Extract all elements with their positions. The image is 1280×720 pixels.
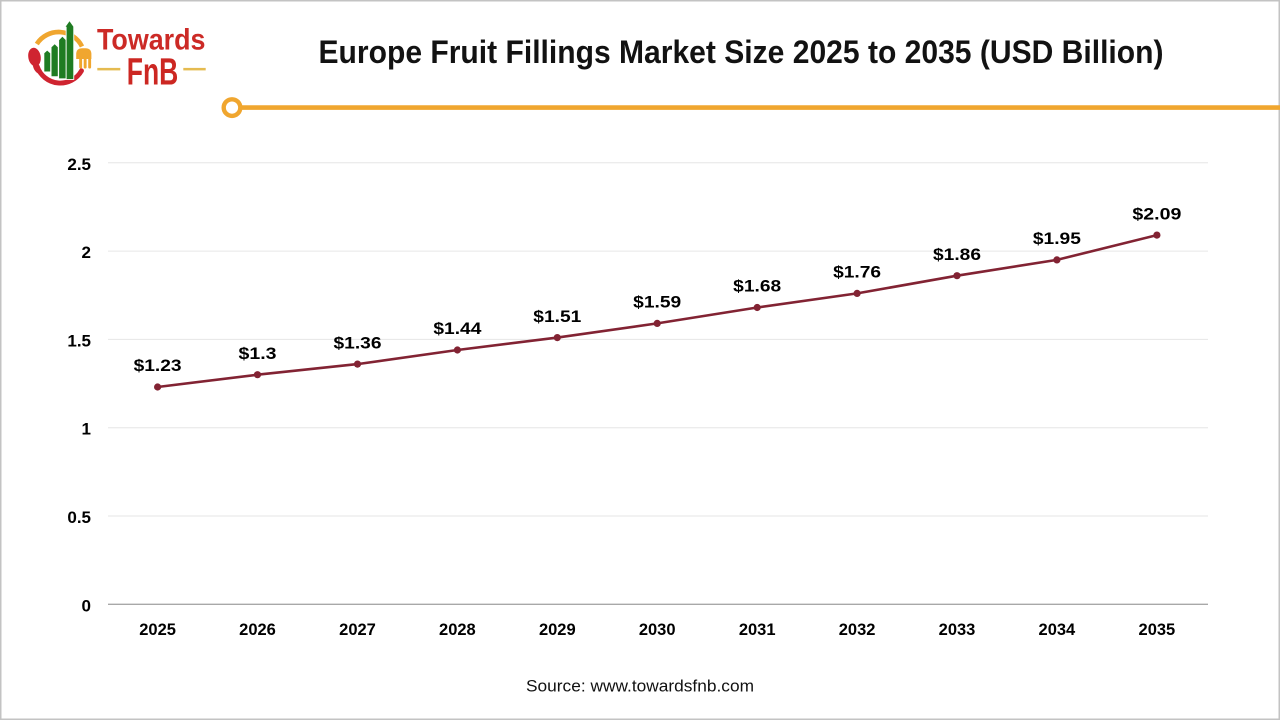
- svg-text:0: 0: [82, 596, 91, 615]
- svg-text:2033: 2033: [939, 621, 976, 639]
- svg-text:2035: 2035: [1139, 621, 1176, 639]
- svg-text:2029: 2029: [539, 621, 576, 639]
- svg-text:$1.23: $1.23: [134, 356, 182, 375]
- svg-text:2032: 2032: [839, 621, 876, 639]
- svg-text:$1.36: $1.36: [334, 333, 382, 352]
- svg-text:1.5: 1.5: [67, 331, 91, 350]
- svg-text:$1.76: $1.76: [833, 263, 881, 282]
- svg-text:2030: 2030: [639, 621, 676, 639]
- svg-text:Europe Fruit Fillings Market S: Europe Fruit Fillings Market Size 2025 t…: [319, 34, 1164, 70]
- svg-text:$1.68: $1.68: [733, 277, 781, 296]
- svg-text:2034: 2034: [1039, 621, 1077, 639]
- svg-text:2031: 2031: [739, 621, 776, 639]
- svg-text:$1.59: $1.59: [633, 293, 681, 312]
- svg-text:$1.51: $1.51: [533, 307, 581, 326]
- svg-text:$1.3: $1.3: [239, 344, 277, 363]
- svg-text:1: 1: [82, 420, 91, 439]
- svg-text:2028: 2028: [439, 621, 476, 639]
- svg-text:$1.44: $1.44: [433, 319, 482, 338]
- svg-text:$1.86: $1.86: [933, 245, 981, 264]
- svg-text:2.5: 2.5: [67, 155, 91, 174]
- svg-text:0.5: 0.5: [67, 508, 91, 527]
- svg-text:Towards: Towards: [97, 23, 206, 56]
- svg-text:Source: www.towardsfnb.com: Source: www.towardsfnb.com: [526, 677, 754, 695]
- svg-text:2026: 2026: [239, 621, 276, 639]
- svg-text:FnB: FnB: [127, 52, 179, 94]
- svg-text:2025: 2025: [139, 621, 176, 639]
- svg-text:$1.95: $1.95: [1033, 229, 1081, 248]
- svg-text:$2.09: $2.09: [1132, 204, 1181, 223]
- svg-text:2: 2: [82, 243, 91, 262]
- svg-text:2027: 2027: [339, 621, 376, 639]
